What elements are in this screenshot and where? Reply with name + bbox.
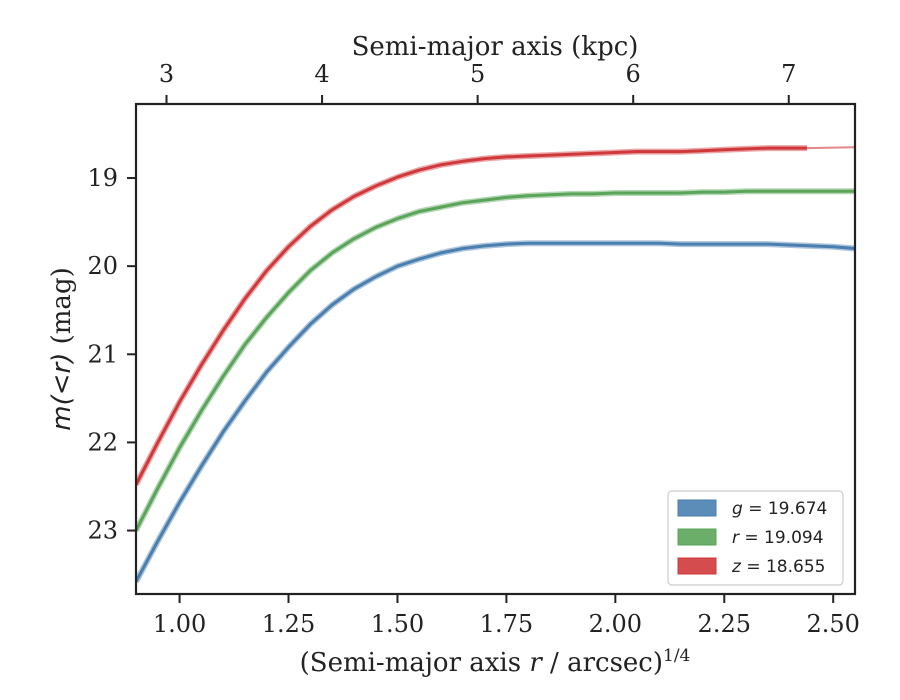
series-extension-z [807,146,855,150]
top-tick-label: 5 [470,60,485,88]
y-tick-label: 21 [87,340,118,368]
plot-frame [134,102,857,596]
top-tick-label: 4 [314,60,329,88]
x-tick-label: 1.75 [480,610,533,638]
y-tick-label: 23 [87,517,118,545]
series-line-r [136,189,855,532]
series-line-z [136,146,808,486]
y-tick-label: 20 [87,252,118,280]
x-tick-label: 2.00 [589,610,642,638]
top-tick-label: 7 [781,60,796,88]
series-line-g [136,241,855,583]
legend-swatch-r [677,528,717,546]
series-band-z [136,145,808,487]
x-tick-label: 1.00 [153,610,206,638]
y-tick-label: 19 [87,164,118,192]
x-axis-label: (Semi-major axis r / arcsec)1/4 [300,646,691,678]
legend-swatch-z [677,557,717,575]
x-tick-label: 2.25 [698,610,751,638]
top-x-axis-label: Semi-major axis (kpc) [352,32,639,62]
x-tick-label: 1.50 [371,610,424,638]
legend-label-z: z = 18.655 [731,557,825,577]
top-tick-label: 3 [159,60,174,88]
top-tick-label: 6 [626,60,641,88]
legend-swatch-g [677,499,717,517]
x-tick-label: 1.25 [262,610,315,638]
legend-label-r: r = 19.094 [732,528,824,548]
legend: g = 19.674 r = 19.094 z = 18.655 [667,490,844,586]
x-tick-label: 2.50 [806,610,859,638]
y-tick-label: 22 [87,428,118,456]
legend-label-g: g = 19.674 [732,499,827,519]
y-axis-label: m(<r) (mag) [47,267,77,430]
